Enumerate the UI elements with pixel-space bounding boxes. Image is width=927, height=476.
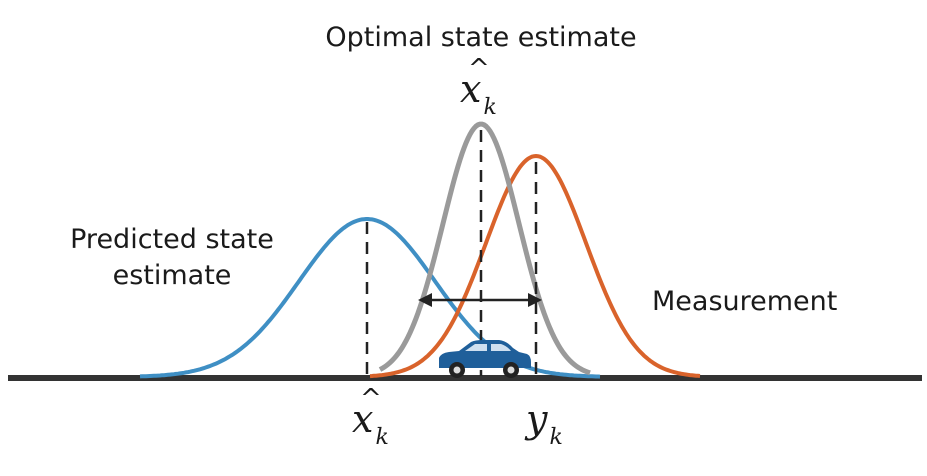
predicted-label-line1: Predicted state: [70, 224, 274, 255]
optimal-state-curve: [378, 121, 591, 376]
subscript-k: k: [549, 425, 563, 450]
hat-accent: ^: [468, 54, 490, 84]
subscript-k: k: [483, 95, 497, 120]
y-symbol: y: [526, 397, 548, 441]
optimal-state-estimate-label: Optimal state estimate: [325, 22, 637, 53]
x-symbol: x: [352, 397, 374, 441]
measurement-y-k-label: yk: [526, 397, 563, 449]
measurement-curve: [369, 153, 701, 379]
hat-accent: ^: [360, 384, 382, 414]
x-symbol: x: [460, 67, 482, 111]
predicted-x-hat-k-label: ^ xk: [352, 386, 389, 449]
measurement-label: Measurement: [652, 286, 838, 317]
optimal-x-hat-k-label: ^ xk: [460, 56, 497, 119]
subscript-k: k: [375, 425, 389, 450]
predicted-state-estimate-label: Predicted state estimate: [52, 222, 292, 294]
car-icon: [439, 340, 531, 378]
spread-double-arrow: [418, 293, 542, 307]
predicted-label-line2: estimate: [112, 260, 232, 291]
